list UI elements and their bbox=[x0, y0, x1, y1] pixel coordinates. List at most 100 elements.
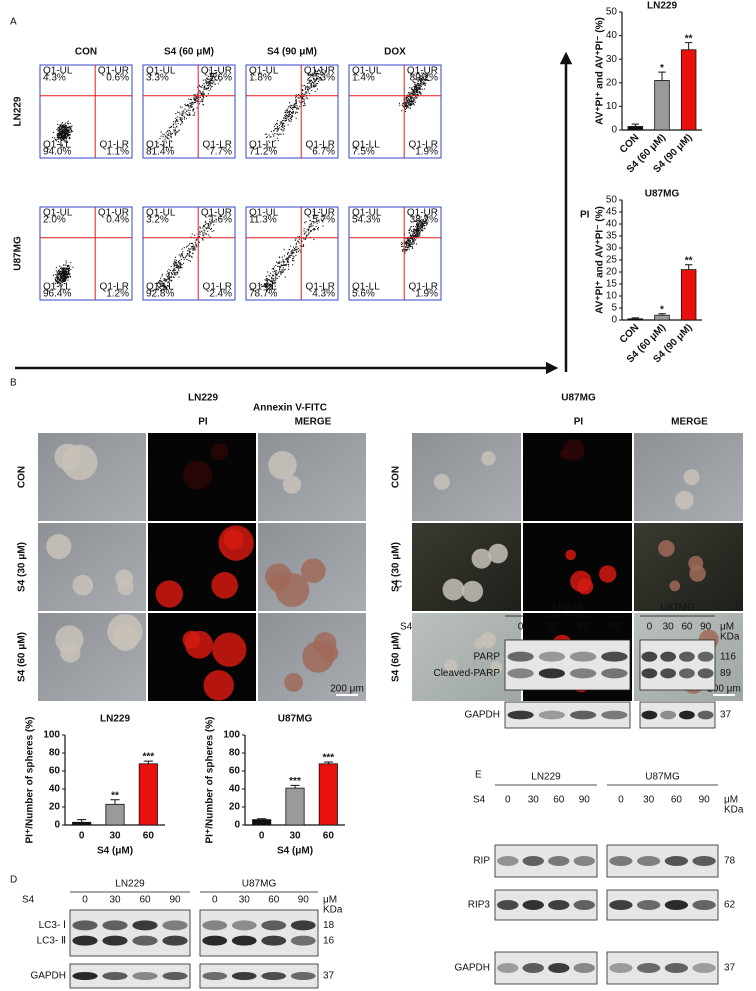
dot bbox=[286, 109, 288, 111]
dot bbox=[281, 128, 283, 130]
dot bbox=[317, 75, 320, 78]
band bbox=[231, 935, 257, 946]
error-bar bbox=[257, 818, 267, 820]
dose-label: 60 bbox=[139, 895, 151, 906]
dot bbox=[59, 125, 61, 127]
dot bbox=[176, 271, 178, 273]
dot bbox=[202, 231, 204, 233]
band bbox=[664, 963, 689, 973]
dot bbox=[420, 230, 422, 232]
dot bbox=[280, 265, 282, 267]
dot bbox=[215, 218, 217, 220]
dot bbox=[183, 110, 185, 112]
dot bbox=[412, 99, 414, 101]
band bbox=[601, 651, 628, 662]
dot bbox=[419, 231, 421, 233]
dot bbox=[404, 243, 406, 245]
dot bbox=[65, 262, 67, 264]
dot bbox=[199, 96, 201, 98]
dot bbox=[179, 259, 181, 262]
dot bbox=[416, 82, 418, 84]
spheroid bbox=[565, 549, 576, 561]
y-tick-label: 15 bbox=[606, 279, 618, 290]
dot bbox=[272, 135, 275, 137]
quadrant-label: Q1-LR bbox=[409, 140, 438, 151]
spheroid bbox=[112, 624, 139, 651]
dot bbox=[288, 106, 290, 108]
dot bbox=[70, 131, 72, 133]
dot bbox=[66, 140, 68, 142]
dot bbox=[417, 94, 419, 96]
dot bbox=[214, 72, 216, 75]
dot bbox=[294, 106, 296, 108]
dot bbox=[62, 277, 64, 279]
dot bbox=[266, 278, 268, 280]
band bbox=[636, 856, 661, 866]
dot bbox=[62, 270, 64, 272]
dot bbox=[410, 98, 412, 100]
dot bbox=[206, 233, 208, 235]
dot bbox=[406, 249, 408, 251]
spheroid bbox=[302, 641, 334, 673]
spheroid bbox=[282, 475, 302, 494]
dot bbox=[178, 111, 180, 114]
dot bbox=[315, 77, 317, 79]
dot bbox=[59, 274, 61, 276]
category-label: 30 bbox=[289, 831, 301, 842]
dot bbox=[412, 240, 414, 242]
dot bbox=[290, 250, 292, 253]
dot bbox=[301, 100, 303, 102]
dose-label: 90 bbox=[169, 895, 181, 906]
dot bbox=[183, 115, 185, 117]
dot bbox=[413, 86, 416, 89]
dot bbox=[304, 105, 306, 107]
dot bbox=[291, 258, 294, 260]
dot bbox=[175, 259, 178, 261]
dot bbox=[174, 272, 176, 274]
dot bbox=[404, 103, 406, 106]
dot bbox=[167, 282, 169, 284]
mw-unit-label: KDa bbox=[720, 632, 740, 643]
dot bbox=[288, 256, 290, 258]
dot bbox=[316, 220, 318, 223]
dot bbox=[62, 275, 64, 277]
dot bbox=[62, 138, 64, 141]
dot bbox=[425, 75, 427, 77]
dose-label: 0 bbox=[212, 895, 218, 906]
dot bbox=[208, 81, 210, 83]
dot bbox=[315, 84, 317, 86]
dot bbox=[63, 132, 65, 134]
dot bbox=[70, 127, 72, 129]
treatment-label: S4 bbox=[400, 622, 413, 633]
dot bbox=[67, 127, 69, 129]
spheroid bbox=[265, 563, 292, 591]
dose-label: 30 bbox=[663, 622, 675, 633]
dot bbox=[312, 74, 314, 76]
quadrant-percent: 81.4% bbox=[146, 147, 174, 158]
dot bbox=[404, 102, 406, 104]
dot bbox=[422, 224, 424, 226]
dot bbox=[62, 139, 64, 141]
dot bbox=[69, 128, 71, 130]
spheroid bbox=[481, 450, 496, 466]
dot bbox=[265, 286, 267, 288]
protein-label: LC3- Ⅱ bbox=[37, 935, 66, 946]
dot bbox=[405, 246, 407, 248]
dot bbox=[180, 258, 182, 260]
dot bbox=[421, 227, 423, 229]
dot bbox=[321, 219, 323, 222]
dot bbox=[65, 135, 67, 137]
dot bbox=[64, 277, 67, 279]
dot bbox=[172, 269, 175, 271]
band bbox=[231, 920, 257, 931]
dot bbox=[406, 243, 408, 245]
dot bbox=[194, 100, 196, 102]
dot bbox=[304, 222, 306, 224]
dot bbox=[56, 275, 58, 277]
dot bbox=[317, 83, 319, 85]
dot bbox=[275, 272, 277, 274]
dot bbox=[299, 249, 301, 251]
dot bbox=[421, 227, 424, 229]
dot bbox=[209, 80, 211, 82]
dot bbox=[309, 81, 311, 83]
